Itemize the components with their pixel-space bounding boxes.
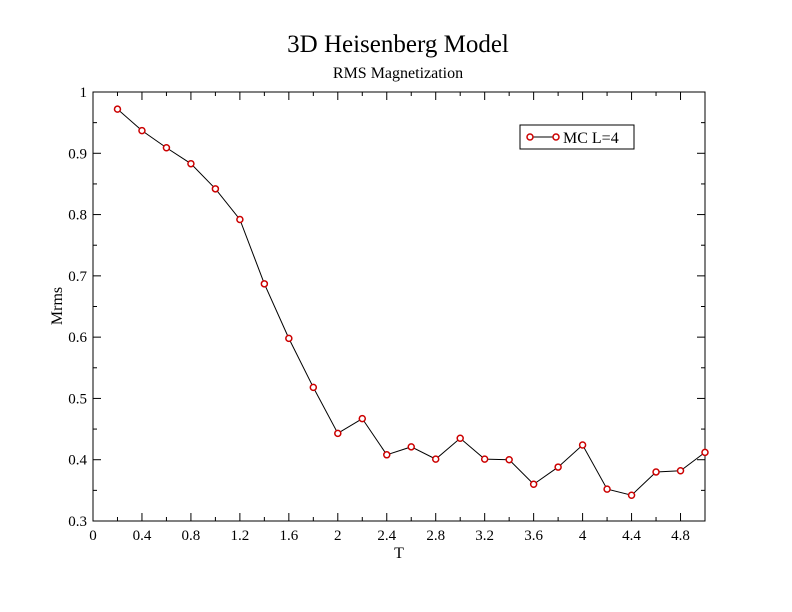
data-point [554, 463, 562, 471]
legend: MC L=4 [519, 124, 635, 150]
data-point [603, 485, 611, 493]
data-point [676, 466, 685, 475]
data-point [505, 455, 513, 464]
y-axis: 0.3 0.4 0.5 0.6 0.7 0.8 0.9 1 [68, 85, 705, 530]
x-tick-label: 3.2 [475, 528, 494, 544]
data-point [309, 383, 318, 392]
series-line [117, 108, 706, 496]
data-point [211, 185, 220, 193]
x-tick-label: 4 [579, 528, 587, 544]
legend-marker-left [526, 133, 534, 141]
data-point [652, 468, 660, 476]
data-point [162, 144, 171, 152]
x-tick-label: 4.4 [622, 528, 641, 544]
y-tick-label: 0.4 [68, 453, 87, 469]
data-point [358, 414, 367, 423]
x-tick-label: 0.4 [133, 528, 152, 544]
legend-label: MC L=4 [563, 130, 619, 147]
data-point [236, 215, 244, 224]
data-point [138, 126, 146, 135]
legend-marker-right [552, 133, 560, 141]
data-point [480, 455, 489, 463]
y-axis-label: Mrms [49, 287, 66, 325]
data-point [285, 334, 293, 343]
x-tick-label: 2.4 [377, 528, 396, 544]
x-tick-label: 0 [89, 528, 97, 544]
plot-frame [92, 91, 706, 522]
x-tick-label: 2 [334, 528, 342, 544]
data-point [260, 280, 269, 288]
chart-subtitle: RMS Magnetization [333, 65, 463, 82]
data-point [407, 443, 415, 451]
y-tick-label: 0.9 [68, 146, 87, 162]
data-point [529, 480, 538, 488]
data-point [383, 451, 391, 459]
data-point [113, 105, 122, 113]
series-mc-l4 [113, 105, 709, 500]
y-tick-label: 1 [80, 85, 88, 101]
y-tick-label: 0.3 [68, 514, 87, 530]
y-tick-label: 0.5 [68, 391, 87, 407]
x-tick-label: 1.6 [279, 528, 298, 544]
data-point [187, 159, 195, 168]
chart-title: 3D Heisenberg Model [287, 31, 509, 58]
data-point [701, 448, 709, 457]
data-point [627, 491, 636, 500]
x-tick-label: 1.2 [231, 528, 250, 544]
y-tick-label: 0.8 [68, 208, 87, 224]
x-axis-label: T [394, 545, 404, 562]
y-tick-label: 0.6 [68, 330, 87, 346]
y-tick-label: 0.7 [68, 269, 87, 285]
data-point [431, 455, 440, 463]
x-tick-label: 0.8 [182, 528, 201, 544]
x-tick-label: 3.6 [524, 528, 543, 544]
x-axis: 0 0.4 0.8 1.2 1.6 2 2.4 2.8 3.2 3.6 4 4.4 4.8 [89, 92, 690, 544]
data-point [578, 441, 587, 449]
x-tick-label: 4.8 [671, 528, 690, 544]
data-point [456, 434, 464, 443]
data-point [334, 429, 342, 438]
x-tick-label: 2.8 [426, 528, 445, 544]
